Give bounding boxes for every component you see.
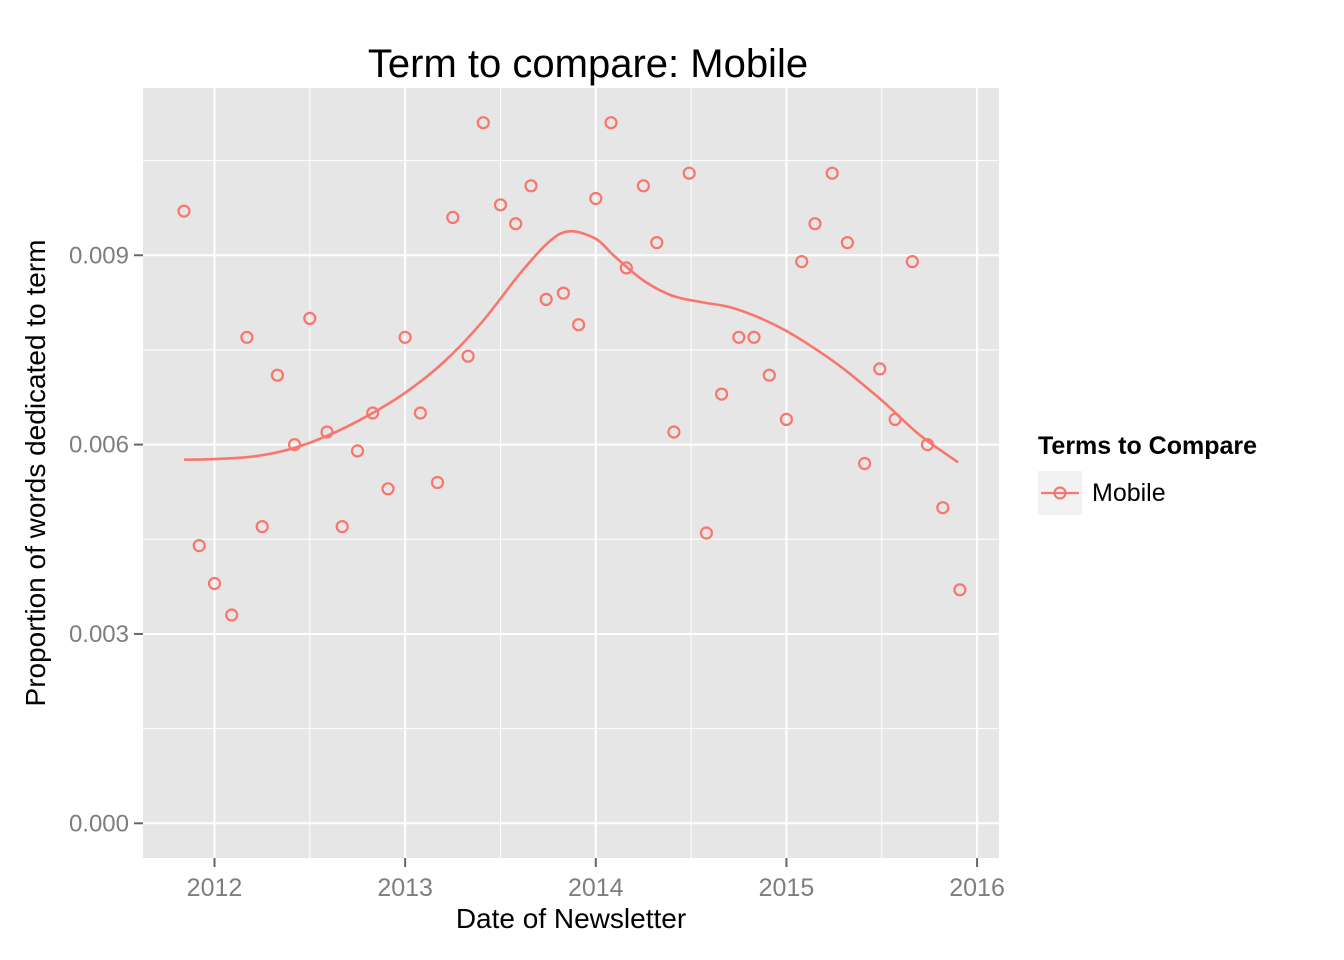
x-tick-label: 2015 — [759, 874, 815, 902]
legend-title: Terms to Compare — [1038, 432, 1258, 460]
data-point — [381, 482, 395, 496]
y-tick-label: 0.000 — [69, 810, 129, 837]
data-point — [905, 255, 919, 269]
data-point — [288, 438, 302, 452]
data-point — [192, 538, 206, 553]
data-point — [840, 236, 855, 250]
y-tick-label: 0.003 — [69, 621, 129, 648]
data-point — [366, 406, 380, 420]
data-point — [320, 425, 334, 439]
data-point — [240, 330, 254, 344]
legend-item-label: Mobile — [1092, 478, 1166, 507]
data-point — [747, 330, 761, 344]
x-tick-label: 2014 — [568, 874, 624, 902]
y-tick-label: 0.009 — [69, 242, 129, 269]
data-point — [920, 438, 935, 452]
data-point — [509, 217, 523, 231]
data-point — [350, 444, 365, 458]
x-tick-label: 2012 — [187, 874, 243, 902]
data-point — [225, 608, 239, 622]
legend-key — [1038, 471, 1082, 515]
y-axis-title: Proportion of words dedicated to term — [20, 239, 51, 707]
data-point — [714, 387, 729, 401]
data-point — [604, 116, 618, 130]
data-point — [303, 311, 317, 325]
data-point — [650, 236, 664, 250]
data-point — [476, 116, 490, 130]
chart-title: Term to compare: Mobile — [367, 42, 809, 86]
data-point — [255, 519, 269, 534]
data-point — [953, 583, 967, 597]
data-point — [873, 362, 887, 376]
x-axis-title: Date of Newsletter — [455, 903, 687, 934]
data-point — [825, 166, 839, 180]
x-tick-label: 2016 — [949, 874, 1005, 902]
data-point — [808, 217, 822, 231]
data-point — [732, 330, 746, 344]
data-point — [779, 412, 794, 426]
x-tick-label: 2013 — [377, 874, 433, 902]
legend: Terms to Compare Mobile — [1038, 432, 1257, 515]
data-point — [936, 501, 950, 515]
data-point — [446, 210, 460, 224]
data-point — [270, 368, 284, 382]
data-point — [430, 475, 445, 490]
data-point — [335, 519, 349, 534]
data-point — [177, 204, 191, 218]
data-point — [619, 261, 633, 275]
data-point — [207, 576, 222, 591]
data-point — [493, 198, 508, 212]
open-circle-line-icon — [1041, 486, 1079, 500]
data-point — [667, 425, 681, 439]
data-point — [762, 368, 776, 382]
y-tick-label: 0.006 — [69, 432, 129, 459]
data-point — [888, 412, 902, 426]
data-point — [699, 526, 714, 540]
data-point — [589, 191, 603, 206]
panel-background — [143, 88, 999, 858]
smooth-trend-line — [183, 229, 959, 464]
data-point — [398, 330, 412, 344]
data-point — [524, 179, 538, 193]
data-point — [539, 292, 553, 306]
data-point — [413, 406, 427, 420]
legend-item-mobile: Mobile — [1038, 471, 1257, 515]
data-point — [556, 286, 571, 300]
data-point — [795, 255, 809, 269]
data-point — [461, 349, 475, 363]
data-point — [857, 456, 872, 471]
data-point — [571, 318, 586, 332]
data-point — [682, 166, 696, 180]
data-point — [636, 179, 651, 193]
